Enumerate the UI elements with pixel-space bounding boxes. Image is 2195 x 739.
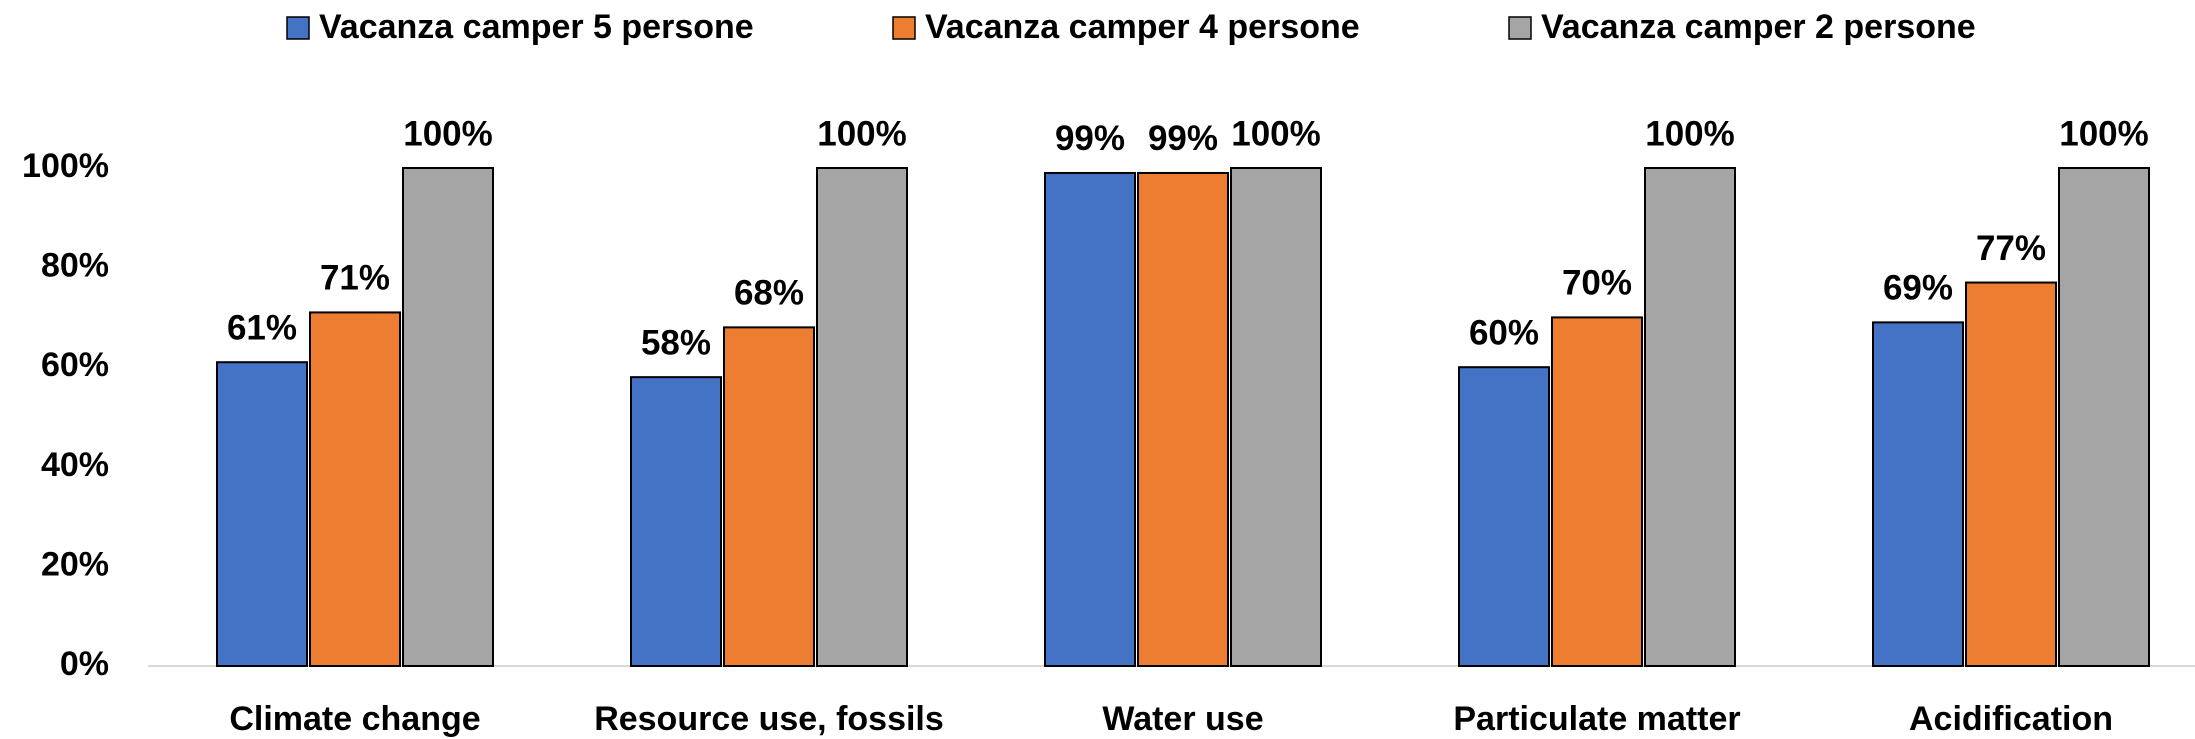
- data-label: 70%: [1562, 264, 1632, 303]
- bar: [402, 167, 494, 667]
- data-label: 68%: [734, 274, 804, 313]
- legend-label: Vacanza camper 4 persone: [925, 8, 1360, 46]
- bar: [630, 376, 722, 667]
- legend-swatch: [286, 16, 310, 40]
- data-label: 77%: [1976, 229, 2046, 268]
- legend-swatch: [892, 16, 916, 40]
- bar: [1644, 167, 1736, 667]
- bar: [723, 326, 815, 667]
- data-label: 100%: [2059, 114, 2149, 153]
- data-label: 60%: [1469, 313, 1539, 352]
- y-tick-label: 100%: [22, 147, 109, 185]
- bar: [1137, 171, 1229, 667]
- bar: [309, 311, 401, 667]
- bar: [1230, 167, 1322, 667]
- bar: [1872, 321, 1964, 667]
- legend-label: Vacanza camper 2 persone: [1541, 8, 1976, 46]
- y-tick-label: 40%: [41, 446, 109, 484]
- data-label: 100%: [817, 114, 907, 153]
- data-label: 69%: [1883, 269, 1953, 308]
- bar: [1965, 281, 2057, 667]
- data-label: 58%: [641, 323, 711, 362]
- y-tick-label: 80%: [41, 247, 109, 285]
- bar: [2058, 167, 2150, 667]
- x-tick-label: Water use: [1102, 700, 1263, 738]
- legend-swatch: [1508, 16, 1532, 40]
- x-tick-label: Resource use, fossils: [594, 700, 944, 738]
- bar: [216, 361, 308, 667]
- data-label: 99%: [1148, 119, 1218, 158]
- legend-label: Vacanza camper 5 persone: [319, 8, 754, 46]
- bar: [1551, 316, 1643, 667]
- data-label: 61%: [227, 308, 297, 347]
- bar: [1458, 366, 1550, 667]
- x-tick-label: Acidification: [1909, 700, 2113, 738]
- bar: [816, 167, 908, 667]
- y-tick-label: 0%: [60, 645, 109, 683]
- x-tick-label: Particulate matter: [1453, 700, 1740, 738]
- data-label: 100%: [403, 114, 493, 153]
- y-tick-label: 60%: [41, 346, 109, 384]
- data-label: 100%: [1645, 114, 1735, 153]
- data-label: 99%: [1055, 119, 1125, 158]
- y-tick-label: 20%: [41, 545, 109, 583]
- data-label: 100%: [1231, 114, 1321, 153]
- bar: [1044, 171, 1136, 667]
- data-label: 71%: [320, 259, 390, 298]
- x-tick-label: Climate change: [229, 700, 480, 738]
